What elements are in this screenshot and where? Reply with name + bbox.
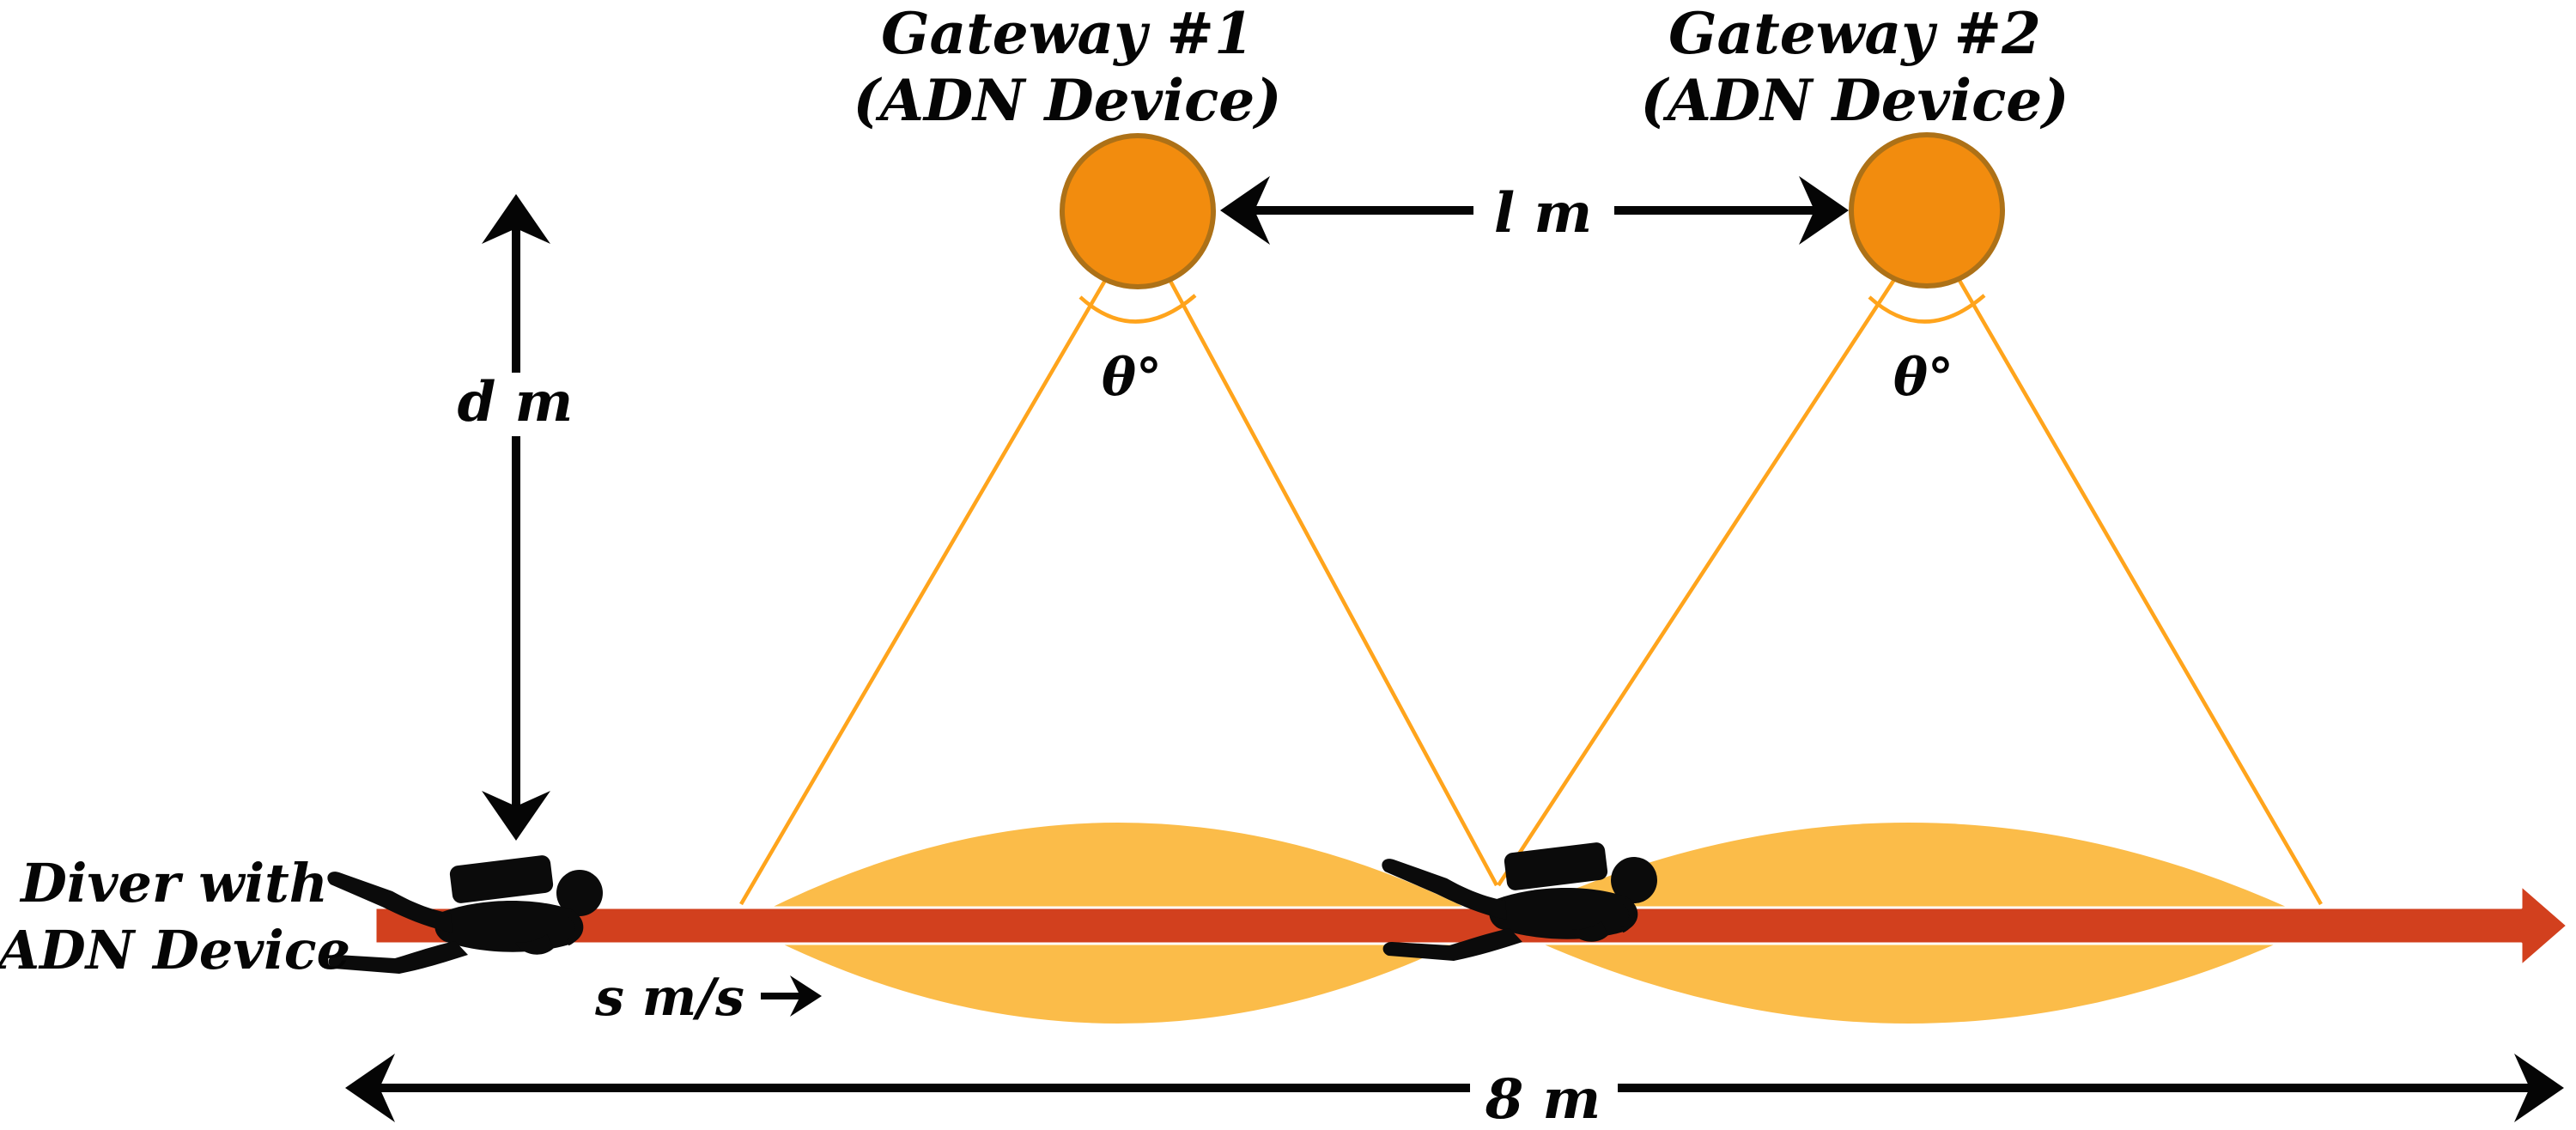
diver-head	[1611, 857, 1657, 903]
beam-lines	[739, 271, 2323, 906]
diver-icon	[327, 855, 603, 974]
gateway1-title: Gateway #1	[881, 0, 1254, 67]
arrow-shaft	[1252, 206, 1473, 215]
beam-angle-arc-gw2	[1868, 294, 1986, 324]
beam-line-gw2-right	[1953, 271, 2323, 906]
gateway1-node	[1060, 133, 1216, 289]
gateway-separation-label: l m	[1494, 181, 1592, 246]
diver-speed-label: s m/s	[594, 968, 744, 1028]
arrowhead-left-icon	[1220, 176, 1270, 245]
depth-arrow	[482, 194, 550, 841]
diver-hose	[566, 911, 580, 946]
diver-lower-leg-fin	[1382, 928, 1522, 961]
arrow-shaft	[512, 225, 520, 373]
diver-arm	[515, 934, 554, 955]
beam-angle-arc-gw1	[1078, 294, 1197, 324]
arrowhead-left-icon	[345, 1054, 395, 1122]
diver-label-line2: ADN Device	[0, 919, 350, 981]
arrow-shaft	[512, 436, 520, 817]
arrowhead-right-icon	[1799, 176, 1849, 245]
gateway2-node	[1849, 132, 2005, 289]
gateway2-subtitle: (ADN Device)	[1640, 67, 2069, 134]
diver-upper-leg-fin	[327, 872, 453, 933]
diver-arm	[1570, 921, 1608, 942]
diver-icon	[1382, 842, 1657, 961]
gateway1-subtitle: (ADN Device)	[853, 67, 1281, 134]
track-length-arrow	[345, 1054, 2564, 1122]
gateway2-title: Gateway #2	[1668, 0, 2041, 67]
diver-track-arrow	[374, 884, 2569, 968]
beam-angle-label-gw2: θ°	[1893, 348, 1953, 408]
diver-label-line1: Diver with	[19, 852, 328, 914]
beam-angle-label-gw1: θ°	[1102, 348, 1162, 408]
arrowhead-right-icon	[2514, 1054, 2564, 1122]
gateway-separation-arrow	[1220, 176, 1849, 245]
diver-head	[556, 870, 603, 916]
track-length-label: 8 m	[1485, 1067, 1601, 1130]
diver-tank	[1504, 842, 1608, 890]
diver-tank	[449, 855, 554, 903]
arrowhead-right-icon	[790, 975, 822, 1017]
arrow-shaft	[1614, 206, 1819, 215]
arrow-shaft	[1618, 1084, 2531, 1092]
beam-line-gw2-left	[1497, 271, 1900, 887]
arrow-shaft	[378, 1084, 1470, 1092]
arrowhead-down-icon	[482, 791, 550, 841]
beam-line-gw1-right	[1164, 271, 1498, 887]
beam-line-gw1-left	[739, 271, 1111, 906]
speed-arrow	[761, 975, 822, 1017]
diver-lower-leg-fin	[328, 941, 468, 974]
arrowhead-up-icon	[482, 194, 550, 244]
diver-upper-leg-fin	[1382, 859, 1507, 920]
arrow-shaft	[761, 993, 805, 999]
depth-label: d m	[458, 370, 574, 434]
diver-hose	[1620, 898, 1635, 933]
